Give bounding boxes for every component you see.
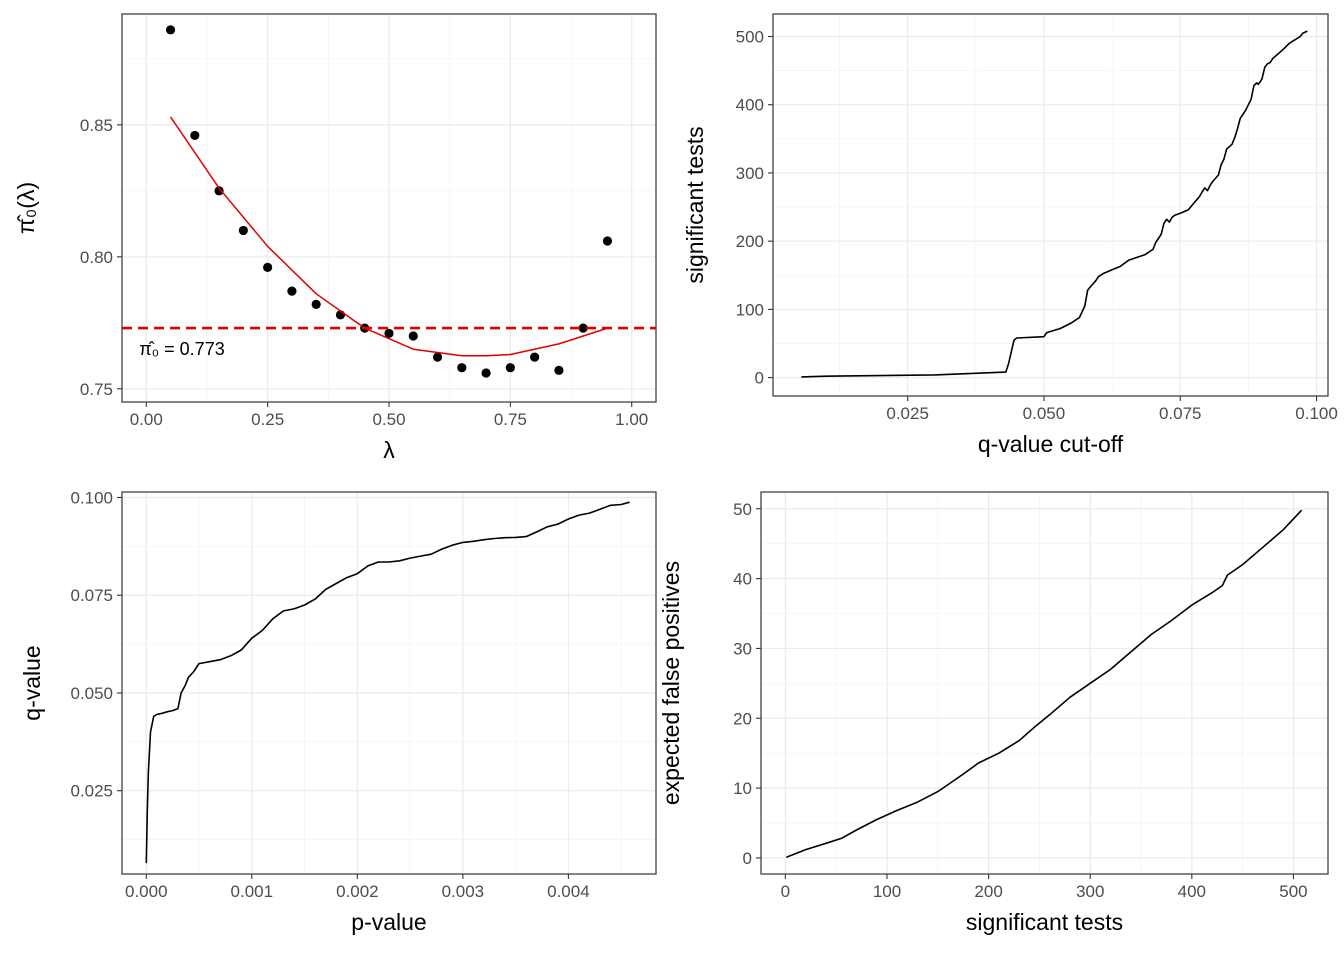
data-point xyxy=(602,236,613,246)
x-tick-label: 0.50 xyxy=(372,410,405,429)
smoothing-fit-line xyxy=(169,116,608,357)
y-axis-title: q-value xyxy=(19,645,45,720)
data-point xyxy=(263,262,273,272)
x-tick-label: 1.00 xyxy=(615,410,648,429)
data-point xyxy=(578,323,588,333)
y-tick-label: 0.75 xyxy=(80,380,113,399)
data-point xyxy=(432,352,443,362)
x-tick-label: 0.000 xyxy=(125,882,168,901)
y-tick-label: 0 xyxy=(743,849,752,868)
y-tick-label: 400 xyxy=(736,96,764,115)
x-tick-label: 0 xyxy=(781,882,790,901)
x-tick-label: 0.050 xyxy=(1023,404,1066,423)
data-point xyxy=(311,299,321,309)
pi0-annotation: π̂₀ = 0.773 xyxy=(139,339,224,359)
data-point xyxy=(505,363,515,373)
x-axis-title: q-value cut-off xyxy=(978,431,1124,457)
x-tick-label: 300 xyxy=(1076,882,1104,901)
y-tick-label: 200 xyxy=(736,232,764,251)
panel-background xyxy=(122,492,656,874)
panel-significant-tests-vs-qvalue-cutoff: 0.025 0.050 0.075 0.100 0 100 200 300 400 500 q-va… xyxy=(682,13,1338,457)
panel-background xyxy=(773,14,1328,396)
data-point xyxy=(214,186,224,196)
x-tick-label: 0.75 xyxy=(494,410,527,429)
y-tick-label: 40 xyxy=(733,570,752,589)
panel-pi0-vs-lambda: π̂₀ = 0.773 0.00 0.25 0.50 0.75 1.00 0.75 0.80 0… xyxy=(13,13,657,463)
data-point xyxy=(165,25,176,35)
x-tick-label: 100 xyxy=(873,882,901,901)
x-tick-label: 0.025 xyxy=(886,404,929,423)
x-tick-label: 200 xyxy=(974,882,1002,901)
data-point xyxy=(238,225,248,236)
data-point xyxy=(190,130,200,141)
data-point xyxy=(530,352,540,362)
y-tick-label: 500 xyxy=(736,28,764,47)
panel-border xyxy=(760,491,1329,875)
data-point xyxy=(287,286,297,296)
x-tick-label: 400 xyxy=(1178,882,1206,901)
x-axis-title: λ xyxy=(383,437,395,463)
x-tick-label: 500 xyxy=(1279,882,1307,901)
y-tick-label: 0.100 xyxy=(70,488,113,507)
x-tick-label: 0.075 xyxy=(1159,404,1202,423)
x-axis-title: significant tests xyxy=(966,909,1123,935)
y-tick-label: 0.025 xyxy=(70,782,113,801)
x-tick-label: 0.002 xyxy=(336,882,379,901)
y-axis-title: expected false positives xyxy=(658,561,684,805)
data-point xyxy=(554,365,564,375)
panel-border xyxy=(121,491,657,875)
series-line xyxy=(786,509,1303,858)
data-point xyxy=(457,363,467,373)
x-tick-label: 0.004 xyxy=(547,882,590,901)
x-tick-label: 0.25 xyxy=(251,410,284,429)
series-line xyxy=(801,30,1308,378)
y-tick-label: 50 xyxy=(733,500,752,519)
panel-qvalue-vs-pvalue: 0.000 0.001 0.002 0.003 0.004 0.025 0.050 0.075… xyxy=(19,488,657,935)
y-tick-label: 20 xyxy=(733,709,752,728)
data-point xyxy=(408,331,418,341)
y-tick-label: 0.075 xyxy=(70,586,113,605)
y-tick-label: 10 xyxy=(733,779,752,798)
y-axis-title: significant tests xyxy=(682,126,708,283)
y-tick-label: 0 xyxy=(755,369,764,388)
x-tick-label: 0.00 xyxy=(130,410,163,429)
series-line xyxy=(145,501,630,864)
y-tick-label: 0.80 xyxy=(80,248,113,267)
x-tick-label: 0.003 xyxy=(442,882,485,901)
y-tick-label: 0.85 xyxy=(80,116,113,135)
y-tick-label: 100 xyxy=(736,300,764,319)
data-point xyxy=(384,328,394,338)
panel-border xyxy=(772,13,1329,397)
data-point xyxy=(481,368,491,378)
y-axis-title: π̂₀(λ) xyxy=(13,182,39,234)
panel-false-positives-vs-significant-tests: 0 100 200 300 400 500 0 10 20 30 40 50 significant t… xyxy=(658,491,1329,935)
x-axis-title: p-value xyxy=(351,909,426,935)
y-tick-label: 30 xyxy=(733,639,752,658)
x-tick-label: 0.100 xyxy=(1295,404,1338,423)
y-tick-label: 0.050 xyxy=(70,684,113,703)
y-tick-label: 300 xyxy=(736,164,764,183)
x-tick-label: 0.001 xyxy=(231,882,274,901)
